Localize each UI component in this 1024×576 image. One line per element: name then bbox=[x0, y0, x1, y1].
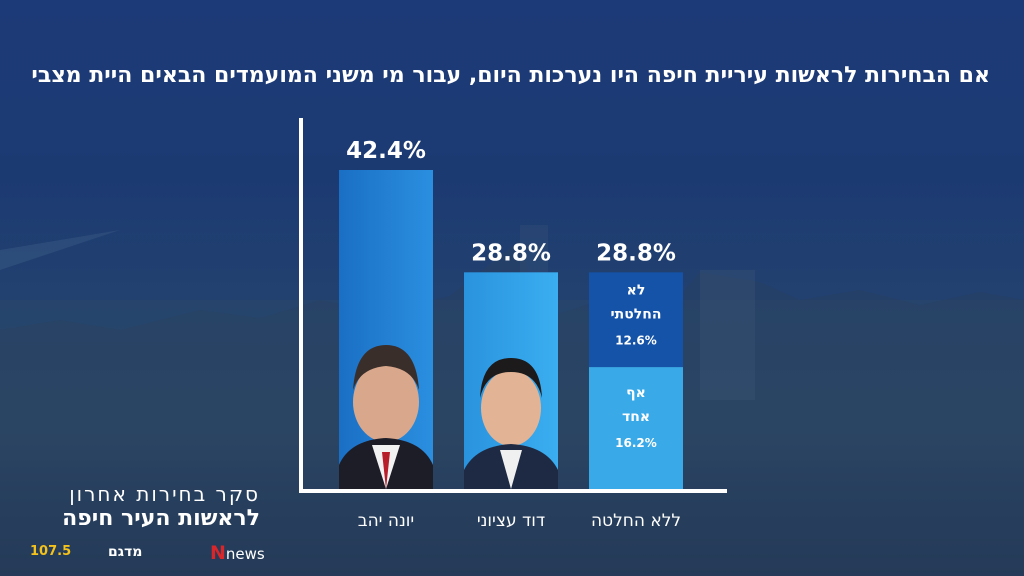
category-label-david-etzioni: דוד עציוני bbox=[477, 511, 545, 531]
value-label-undecided-total: 28.8% bbox=[596, 240, 676, 266]
value-label-yona-yahav: 42.4% bbox=[346, 138, 426, 164]
madgam-logo: מדגם bbox=[108, 544, 143, 560]
segment-none bbox=[589, 367, 683, 489]
candidate-photo-icon bbox=[339, 345, 433, 489]
segment-undecided-label-1: לא bbox=[627, 282, 646, 298]
value-label-david-etzioni: 28.8% bbox=[471, 240, 551, 266]
partner-logos: 107.5 מדגם Nnews bbox=[24, 540, 265, 568]
brand-survey-line: סקר בחירות אחרון bbox=[69, 482, 260, 506]
segment-undecided-value: 12.6% bbox=[615, 333, 657, 347]
segment-none-value: 16.2% bbox=[615, 436, 657, 450]
news-logo: Nnews bbox=[210, 542, 265, 564]
category-label-undecided: ללא החלטה bbox=[591, 511, 681, 531]
segment-none-label-1: אף bbox=[626, 385, 646, 401]
category-label-yona-yahav: יונה יהב bbox=[358, 511, 415, 531]
candidate-photo-icon bbox=[464, 358, 558, 489]
segment-none-label-2: אחד bbox=[622, 409, 650, 425]
survey-question-title: אם הבחירות לראשות עיריית חיפה היו נערכות… bbox=[30, 63, 990, 88]
brand-city-line: לראשות העיר חיפה bbox=[62, 506, 260, 531]
news-logo-text: news bbox=[225, 545, 265, 563]
branding-block: סקר בחירות אחרון לראשות העיר חיפה 107.5 … bbox=[18, 482, 268, 572]
segment-undecided-label-2: החלטתי bbox=[611, 306, 662, 322]
radio-haifa-logo: 107.5 bbox=[28, 540, 90, 566]
segment-undecided bbox=[589, 272, 683, 368]
radio-frequency: 107.5 bbox=[30, 544, 72, 559]
